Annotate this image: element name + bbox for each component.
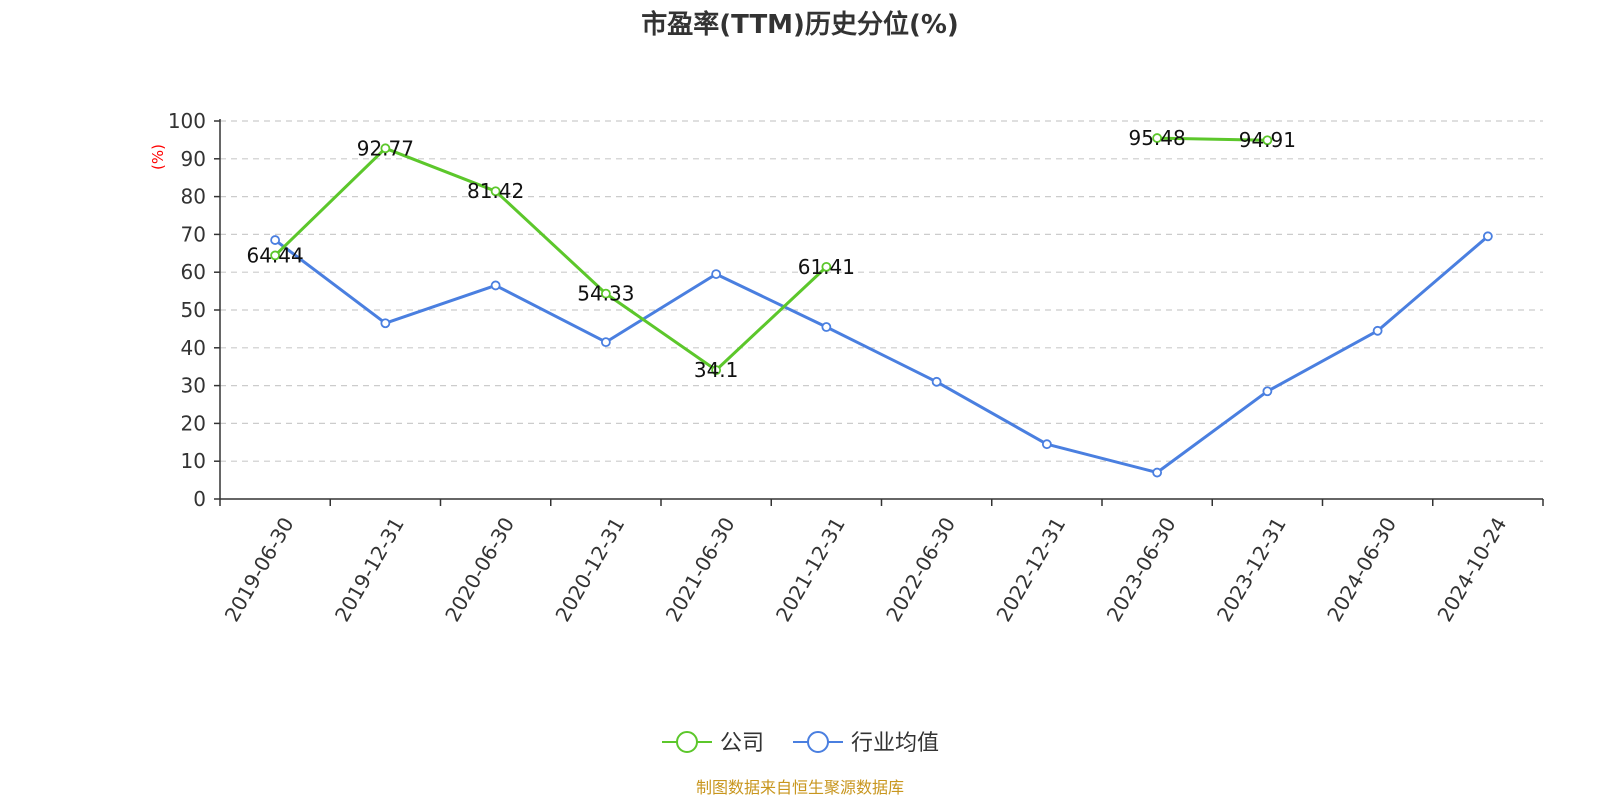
y-tick-label: 100 (168, 109, 206, 133)
series-line-1 (274, 235, 1489, 474)
x-tick-label: 2020-12-31 (550, 513, 629, 626)
data-point[interactable] (821, 261, 832, 272)
x-tick-label: 2021-06-30 (661, 513, 740, 626)
y-tick-label: 30 (181, 374, 206, 398)
y-tick-label: 90 (181, 147, 206, 171)
x-tick-label: 2020-06-30 (440, 513, 519, 626)
x-tick-label: 2022-06-30 (881, 513, 960, 626)
y-tick-label: 0 (193, 487, 206, 511)
y-tick-label: 60 (181, 260, 206, 284)
data-point[interactable] (600, 288, 611, 299)
data-point[interactable] (1041, 439, 1052, 450)
data-point[interactable] (380, 143, 391, 154)
axes: 0 10 20 30 40 50 60 70 80 90 100 2019-06-30 2019-12-… (168, 109, 1544, 626)
data-point[interactable] (1482, 231, 1493, 242)
y-tick-label: 20 (181, 411, 206, 435)
data-point[interactable] (1152, 467, 1163, 478)
data-point[interactable] (380, 318, 391, 329)
x-tick-label: 2023-06-30 (1102, 513, 1181, 626)
data-point[interactable] (270, 250, 281, 261)
data-point[interactable] (1152, 133, 1163, 143)
data-point[interactable] (270, 235, 281, 245)
data-label: 92.77 (357, 136, 414, 160)
x-tick-label: 2019-06-30 (220, 513, 299, 626)
legend-swatch-marker (676, 731, 698, 753)
series-line-0 (274, 136, 1268, 372)
data-labels: 64.44 92.77 81.42 54.33 34.1 61.41 95.48 94.91 (246, 126, 1296, 382)
data-label: 61.41 (798, 255, 855, 279)
data-point[interactable] (490, 280, 501, 291)
x-tick-label: 2022-12-31 (991, 513, 1070, 626)
data-label: 95.48 (1128, 126, 1185, 150)
data-label: 54.33 (577, 282, 634, 306)
gridlines (220, 120, 1543, 462)
data-label: 81.42 (467, 179, 524, 203)
y-tick-label: 50 (181, 298, 206, 322)
y-tick-label: 40 (181, 336, 206, 360)
x-tick-label: 2021-12-31 (771, 513, 850, 626)
y-tick-label: 70 (181, 222, 206, 246)
data-point[interactable] (1262, 386, 1273, 397)
y-tick-label: 10 (181, 449, 206, 473)
series-lines (270, 133, 1493, 478)
data-point[interactable] (711, 365, 722, 376)
legend-item-1[interactable]: 行业均值 (793, 731, 939, 756)
x-tick-label: 2023-12-31 (1212, 513, 1291, 626)
legend-label: 公司 (720, 731, 764, 756)
x-tick-label: 2019-12-31 (330, 513, 409, 626)
data-point[interactable] (1372, 325, 1383, 336)
x-tick-label: 2024-10-24 (1432, 513, 1511, 626)
data-point[interactable] (490, 186, 501, 197)
legend-label: 行业均值 (851, 731, 939, 756)
data-point[interactable] (600, 337, 611, 348)
data-point[interactable] (711, 269, 722, 279)
y-tick-label: 80 (181, 185, 206, 209)
data-label: 64.44 (246, 243, 303, 267)
data-point[interactable] (931, 376, 942, 387)
y-axis-unit-label: (%) (149, 144, 167, 170)
source-note: 制图数据来自恒生聚源数据库 (696, 778, 904, 797)
data-label: 94.91 (1239, 128, 1296, 152)
data-label: 34.1 (694, 358, 739, 382)
legend-swatch-marker (807, 731, 829, 753)
data-point[interactable] (1262, 135, 1273, 146)
x-tick-label: 2024-06-30 (1322, 513, 1401, 626)
data-point[interactable] (821, 322, 832, 332)
chart-title: 市盈率(TTM)历史分位(%) (641, 9, 959, 40)
legend: 公司 行业均值 (662, 731, 939, 756)
legend-item-0[interactable]: 公司 (662, 731, 764, 756)
